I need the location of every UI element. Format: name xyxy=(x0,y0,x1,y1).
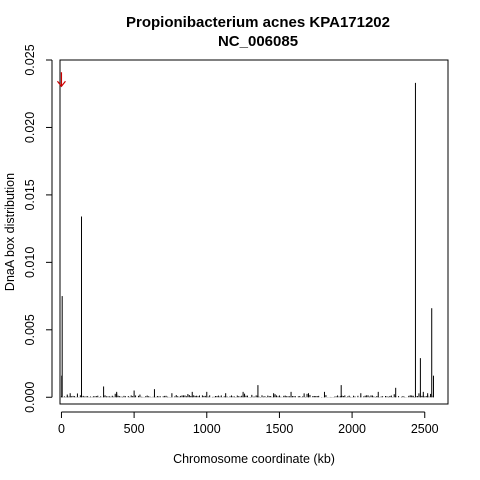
x-axis-label: Chromosome coordinate (kb) xyxy=(173,452,335,466)
x-tick-label: 2000 xyxy=(338,422,366,436)
x-tick-label: 2500 xyxy=(411,422,439,436)
y-axis-label: DnaA box distribution xyxy=(3,173,17,291)
y-tick-label: 0.000 xyxy=(23,382,37,413)
arrow-head xyxy=(56,80,66,88)
chart-title: Propionibacterium acnes KPA171202 xyxy=(126,14,390,31)
y-axis: 0.000 0.005 0.010 0.015 0.020 0.025 xyxy=(23,44,53,413)
y-tick-label: 0.010 xyxy=(23,247,37,278)
y-tick-label: 0.020 xyxy=(23,112,37,143)
x-axis: 0 500 1000 1500 2000 2500 xyxy=(58,411,439,436)
plot-frame xyxy=(59,59,449,405)
x-tick-label: 0 xyxy=(58,422,65,436)
x-tick-label: 500 xyxy=(124,422,145,436)
chart-subtitle: NC_006085 xyxy=(218,33,298,50)
origin-arrow-marker xyxy=(56,72,66,88)
y-tick-label: 0.015 xyxy=(23,179,37,210)
y-tick-label: 0.025 xyxy=(23,44,37,75)
y-tick-label: 0.005 xyxy=(23,314,37,345)
x-tick-label: 1500 xyxy=(266,422,294,436)
bar-series xyxy=(60,82,434,398)
x-tick-label: 1000 xyxy=(193,422,221,436)
